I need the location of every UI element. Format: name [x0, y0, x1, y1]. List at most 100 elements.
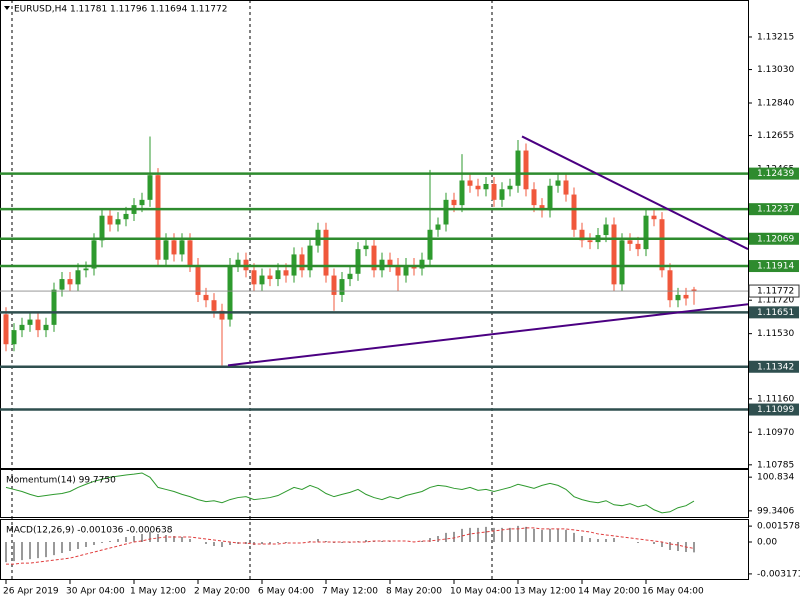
- candle-body: [371, 245, 377, 271]
- candle-body: [211, 300, 217, 311]
- candle-body: [19, 324, 25, 331]
- candle-body: [451, 199, 457, 206]
- x-tick-label: 6 May 04:00: [258, 587, 314, 597]
- x-tick-label: 13 May 12:00: [514, 587, 576, 597]
- candle-body: [163, 240, 169, 260]
- candle-body: [11, 330, 17, 345]
- level-label-box: [749, 232, 799, 245]
- level-label: 1.11342: [757, 362, 794, 372]
- candle-body: [651, 215, 657, 220]
- candle-body: [363, 245, 369, 250]
- candle-body: [587, 240, 593, 243]
- candle-body: [115, 219, 121, 225]
- level-label-box: [749, 203, 799, 216]
- y-tick-label: 99.3406: [757, 506, 794, 516]
- candle-body: [579, 229, 585, 241]
- menu-arrow[interactable]: [4, 6, 10, 10]
- y-tick-label: 100.834: [757, 473, 794, 483]
- plot-area: [0, 135, 748, 411]
- level-label: 1.12439: [757, 169, 794, 179]
- candle-body: [443, 199, 449, 225]
- y-tick-label: -0.003171: [757, 569, 800, 579]
- candle-body: [387, 259, 393, 265]
- candle-body: [403, 264, 409, 276]
- level-label: 1.11914: [757, 262, 794, 272]
- level-label: 1.12069: [757, 234, 794, 244]
- candle-body: [339, 279, 345, 295]
- candle-body: [539, 205, 545, 211]
- candle-body: [155, 175, 161, 260]
- candle-body: [3, 314, 9, 345]
- candle-body: [531, 189, 537, 206]
- candle-body: [507, 185, 513, 190]
- x-tick-label: 26 Apr 2019: [3, 587, 59, 597]
- candle-body: [475, 185, 481, 190]
- candle-body: [283, 270, 289, 276]
- level-label-box: [749, 360, 799, 373]
- x-tick-label: 30 Apr 04:00: [66, 587, 125, 597]
- candle-body: [683, 294, 689, 299]
- level-label: 1.11651: [757, 308, 794, 318]
- candle-body: [227, 264, 233, 320]
- candle-body: [59, 279, 65, 290]
- level-label: 1.11099: [757, 405, 794, 415]
- candle-body: [323, 229, 329, 276]
- candle-body: [347, 273, 353, 280]
- candle-body: [171, 240, 177, 255]
- candle-body: [667, 270, 673, 301]
- candle-body: [331, 275, 337, 295]
- level-label-box: [749, 403, 799, 416]
- candle-body: [67, 279, 73, 285]
- candle-body: [235, 259, 241, 265]
- candle-body: [51, 289, 57, 325]
- candle-body: [83, 268, 89, 271]
- candle-body: [603, 224, 609, 236]
- x-tick-label: 1 May 12:00: [130, 587, 186, 597]
- signal-line: [6, 527, 695, 565]
- candle-body: [515, 150, 521, 186]
- candle-body: [259, 275, 265, 285]
- candle-body: [523, 150, 529, 190]
- y-tick-label: 1.12655: [757, 131, 794, 141]
- y-tick-label: 1.13030: [757, 65, 794, 75]
- candle-body: [27, 319, 33, 325]
- candle-body: [355, 249, 361, 274]
- candle-body: [427, 229, 433, 260]
- candle-body: [267, 275, 273, 280]
- candle-body: [435, 224, 441, 230]
- candle-body: [99, 215, 105, 241]
- candle-body: [187, 240, 193, 265]
- candle-body: [627, 240, 633, 244]
- candle-body: [619, 240, 625, 285]
- level-label-box: [749, 306, 799, 319]
- momentum-frame: [0, 469, 749, 518]
- candle-body: [563, 180, 569, 195]
- candle-body: [299, 254, 305, 271]
- y-tick-label: 1.13215: [757, 32, 794, 42]
- x-tick-label: 14 May 20:00: [578, 587, 640, 597]
- candle-body: [123, 213, 129, 220]
- candle-body: [499, 189, 505, 200]
- candle-body: [555, 180, 561, 186]
- candle-body: [635, 243, 641, 250]
- candle-body: [195, 264, 201, 295]
- indicator-title: MACD(12,26,9) -0.001036 -0.000638: [6, 526, 173, 536]
- candle-body: [275, 270, 281, 280]
- candle-body: [675, 294, 681, 301]
- trend-line: [227, 303, 748, 367]
- last-price-box: [748, 284, 800, 298]
- x-tick-label: 8 May 20:00: [386, 587, 442, 597]
- candle-body: [307, 245, 313, 271]
- indicator-line: [5, 472, 695, 514]
- layout: [0, 0, 749, 580]
- y-tick-label: 1.10970: [757, 428, 794, 438]
- level-label-box: [749, 167, 799, 180]
- level-label: 1.12237: [757, 205, 794, 215]
- last-price-label: 1.11772: [757, 287, 794, 297]
- main-frame: [0, 0, 749, 469]
- candle-body: [75, 270, 81, 285]
- y-tick-label: 1.12840: [757, 99, 794, 109]
- y-tick-label: 1.11530: [757, 329, 794, 339]
- y-tick-label: 0.001578: [757, 522, 800, 532]
